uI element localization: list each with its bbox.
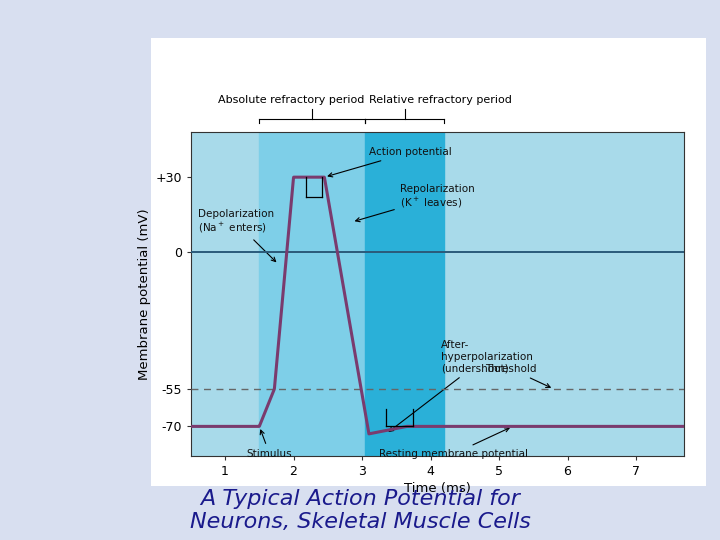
Bar — [259, 132, 366, 456]
Text: Threshold: Threshold — [485, 364, 550, 387]
Text: Action potential: Action potential — [328, 147, 451, 177]
Text: Absolute refractory period: Absolute refractory period — [217, 94, 364, 105]
Text: After-
hyperpolarization
(undershoot): After- hyperpolarization (undershoot) — [390, 340, 533, 431]
X-axis label: Time (ms): Time (ms) — [404, 483, 471, 496]
Text: Depolarization
(Na$^+$ enters): Depolarization (Na$^+$ enters) — [198, 209, 276, 261]
Text: Relative refractory period: Relative refractory period — [369, 94, 513, 105]
Text: Resting membrane potential: Resting membrane potential — [379, 428, 528, 459]
Y-axis label: Membrane potential (mV): Membrane potential (mV) — [138, 208, 151, 380]
Text: Repolarization
(K$^+$ leaves): Repolarization (K$^+$ leaves) — [356, 184, 474, 222]
Bar — [366, 132, 444, 456]
Text: Stimulus: Stimulus — [247, 430, 292, 459]
Text: A Typical Action Potential for
Neurons, Skeletal Muscle Cells: A Typical Action Potential for Neurons, … — [189, 489, 531, 532]
